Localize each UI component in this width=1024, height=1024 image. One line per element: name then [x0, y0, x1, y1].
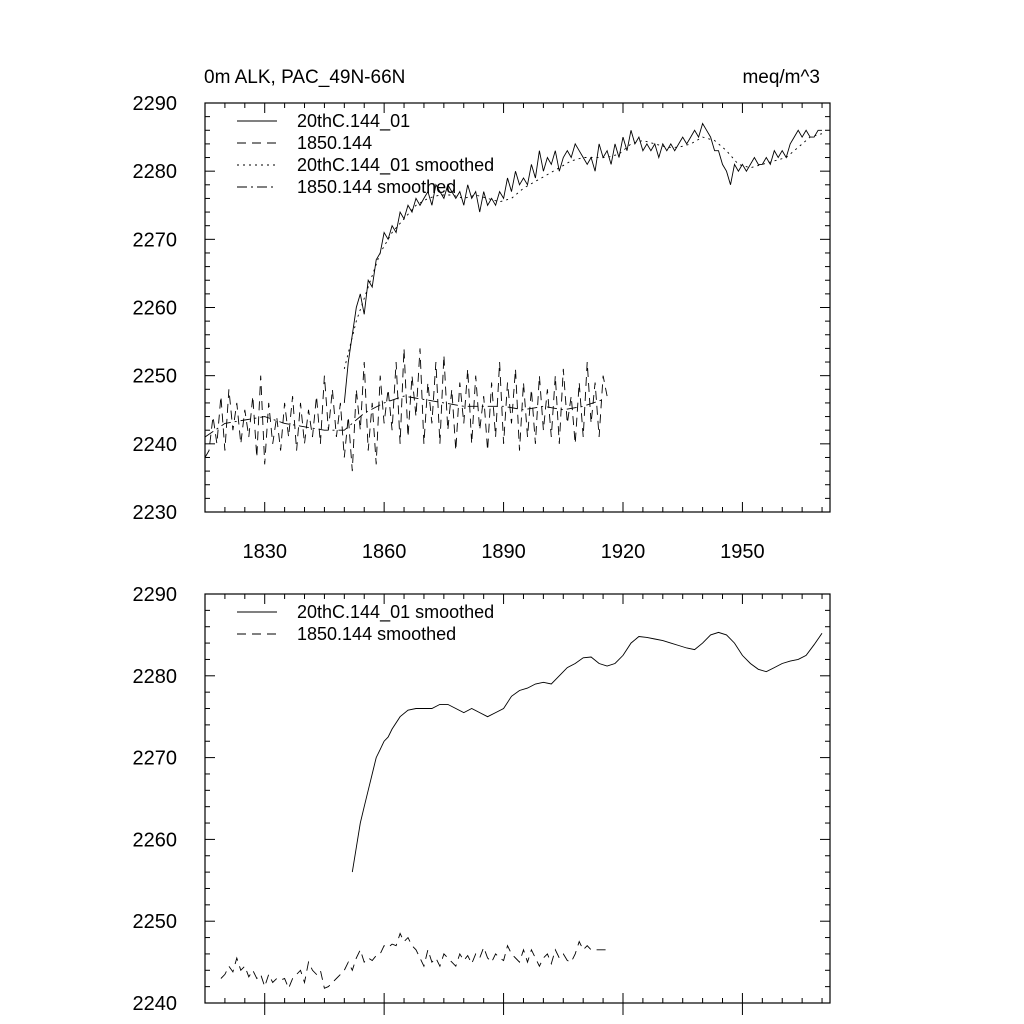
y-tick-label: 2260: [133, 829, 178, 851]
y-tick-label: 2280: [133, 666, 178, 688]
legend-label-20thc-144-01: 20thC.144_01: [297, 111, 410, 132]
x-tick-label: 1860: [362, 541, 407, 563]
y-tick-label: 2270: [133, 748, 178, 770]
legend-label-1850-144-smoothed: 1850.144 smoothed: [297, 177, 456, 197]
y-tick-label: 2280: [133, 161, 178, 183]
x-tick-label: 1920: [601, 541, 646, 563]
plot-frame: [204, 593, 831, 1004]
series-line-20thc-144-01: [343, 122, 822, 403]
y-tick-label: 2240: [133, 993, 178, 1015]
y-tick-label: 2270: [133, 229, 178, 251]
x-tick-label: 1950: [720, 541, 765, 563]
series-line-1850-144: [204, 348, 608, 472]
chart-title-left: 0m ALK, PAC_49N-66N: [204, 67, 405, 88]
y-tick-label: 2260: [133, 298, 178, 320]
x-tick-label: 1830: [242, 541, 287, 563]
top-panel: 1830 1860 1890 1920 1950 2230 2240 2250 2260 2270…: [133, 93, 831, 563]
series-line-1850-144-smoothed: [204, 395, 604, 438]
legend-label-20thc-144-01-smoothed: 20thC.144_01 smoothed: [297, 602, 494, 623]
y-tick-label: 2230: [133, 502, 178, 524]
y-tick-label: 2240: [133, 434, 178, 456]
x-tick-label: 1890: [481, 541, 526, 563]
legend-label-1850-144: 1850.144: [297, 133, 372, 153]
bottom-panel: 2240 2250 2260 2270 2280 2290 20thC.144_01 smo…: [133, 584, 831, 1015]
y-tick-label: 2250: [133, 366, 178, 388]
y-tick-label: 2290: [133, 584, 178, 606]
y-tick-label: 2250: [133, 911, 178, 933]
legend-label-20thc-144-01-smoothed: 20thC.144_01 smoothed: [297, 155, 494, 176]
legend-label-1850-144-smoothed: 1850.144 smoothed: [297, 624, 456, 644]
series-line-20thc-144-01-smoothed: [351, 631, 823, 873]
y-tick-label: 2290: [133, 93, 178, 115]
chart-title-right: meq/m^3: [742, 67, 820, 88]
series-line-1850-144-smoothed: [220, 932, 608, 990]
